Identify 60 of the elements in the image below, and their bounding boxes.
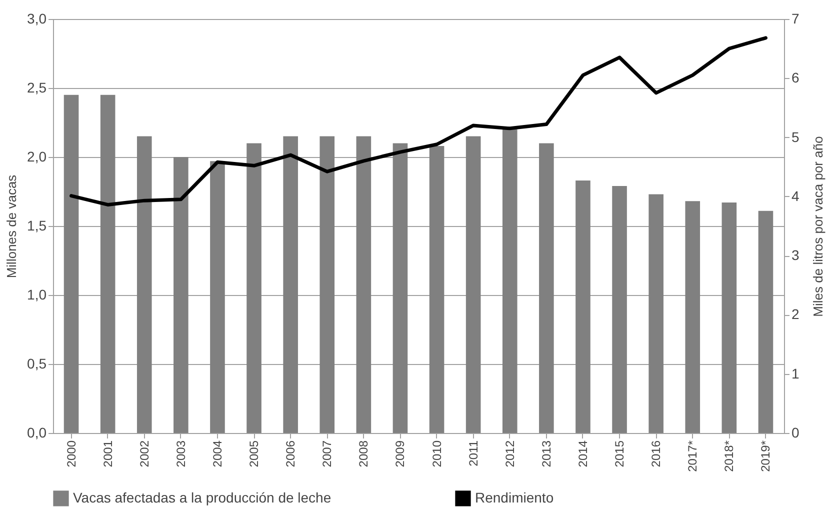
x-tick-label: 2018* <box>722 440 736 472</box>
y-tick-label: 1,5 <box>27 218 47 234</box>
x-tick-label: 2007 <box>320 440 334 468</box>
x-tick-label: 2008 <box>356 440 371 468</box>
y2-tick-label: 3 <box>792 247 800 264</box>
legend-label: Rendimiento <box>475 489 554 506</box>
y2-tick-label: 7 <box>792 10 800 26</box>
y2-tick-label: 1 <box>792 365 800 382</box>
x-tick-label: 2003 <box>174 440 188 468</box>
x-tick-label: 2000 <box>64 440 78 468</box>
x-tick-label: 2013 <box>539 440 554 468</box>
bar <box>320 136 335 433</box>
bar <box>283 136 298 433</box>
bar <box>576 180 590 433</box>
x-tick-label: 2009 <box>393 440 408 468</box>
bar <box>612 186 627 433</box>
x-tick-label: 2002 <box>137 440 152 468</box>
bar <box>356 136 372 433</box>
x-tick-label: 2004 <box>210 440 224 468</box>
bar <box>685 201 700 433</box>
x-tick-label: 2016 <box>649 440 664 468</box>
x-tick-label: 2014 <box>576 440 590 468</box>
x-tick-label: 2015 <box>612 440 627 468</box>
bar <box>392 143 408 433</box>
bar <box>648 194 664 433</box>
bar <box>722 202 737 433</box>
bar <box>174 157 188 433</box>
y-tick-label: 0,5 <box>27 356 47 372</box>
bar <box>502 129 518 433</box>
y-tick-label: 1,0 <box>27 286 47 302</box>
bar <box>466 136 481 433</box>
x-tick-label: 2012 <box>502 440 517 468</box>
bar <box>539 143 554 433</box>
x-tick-label: 2006 <box>284 440 298 468</box>
y2-tick-label: 4 <box>792 188 800 204</box>
y-axis-title: Millones de vacas <box>4 174 20 278</box>
y2-tick-label: 0 <box>792 424 800 440</box>
y-tick-label: 2,0 <box>27 148 47 164</box>
legend-label: Vacas afectadas a la producción de leche <box>73 489 332 506</box>
bar <box>758 210 774 433</box>
bar <box>429 146 444 433</box>
bar <box>246 143 262 433</box>
y-tick-label: 2,5 <box>27 80 47 96</box>
bar <box>64 94 79 433</box>
y2-tick-label: 6 <box>792 70 800 86</box>
x-tick-label: 2010 <box>430 440 444 468</box>
bar <box>136 136 152 433</box>
x-tick-label: 2019* <box>758 440 773 472</box>
bar <box>100 94 116 433</box>
y-tick-label: 3,0 <box>27 10 47 26</box>
x-tick-label: 2005 <box>247 440 262 468</box>
bar <box>210 161 225 433</box>
y2-tick-label: 2 <box>792 306 800 322</box>
y-tick-label: 0,0 <box>27 424 47 440</box>
x-tick-label: 2011 <box>466 440 480 466</box>
y2-tick-label: 5 <box>792 128 800 145</box>
line-series <box>70 36 768 206</box>
y2-axis-title: Miles de litros por vaca por año <box>810 136 826 317</box>
x-tick-label: 2017* <box>686 440 700 472</box>
x-tick-label: 2001 <box>100 440 115 468</box>
